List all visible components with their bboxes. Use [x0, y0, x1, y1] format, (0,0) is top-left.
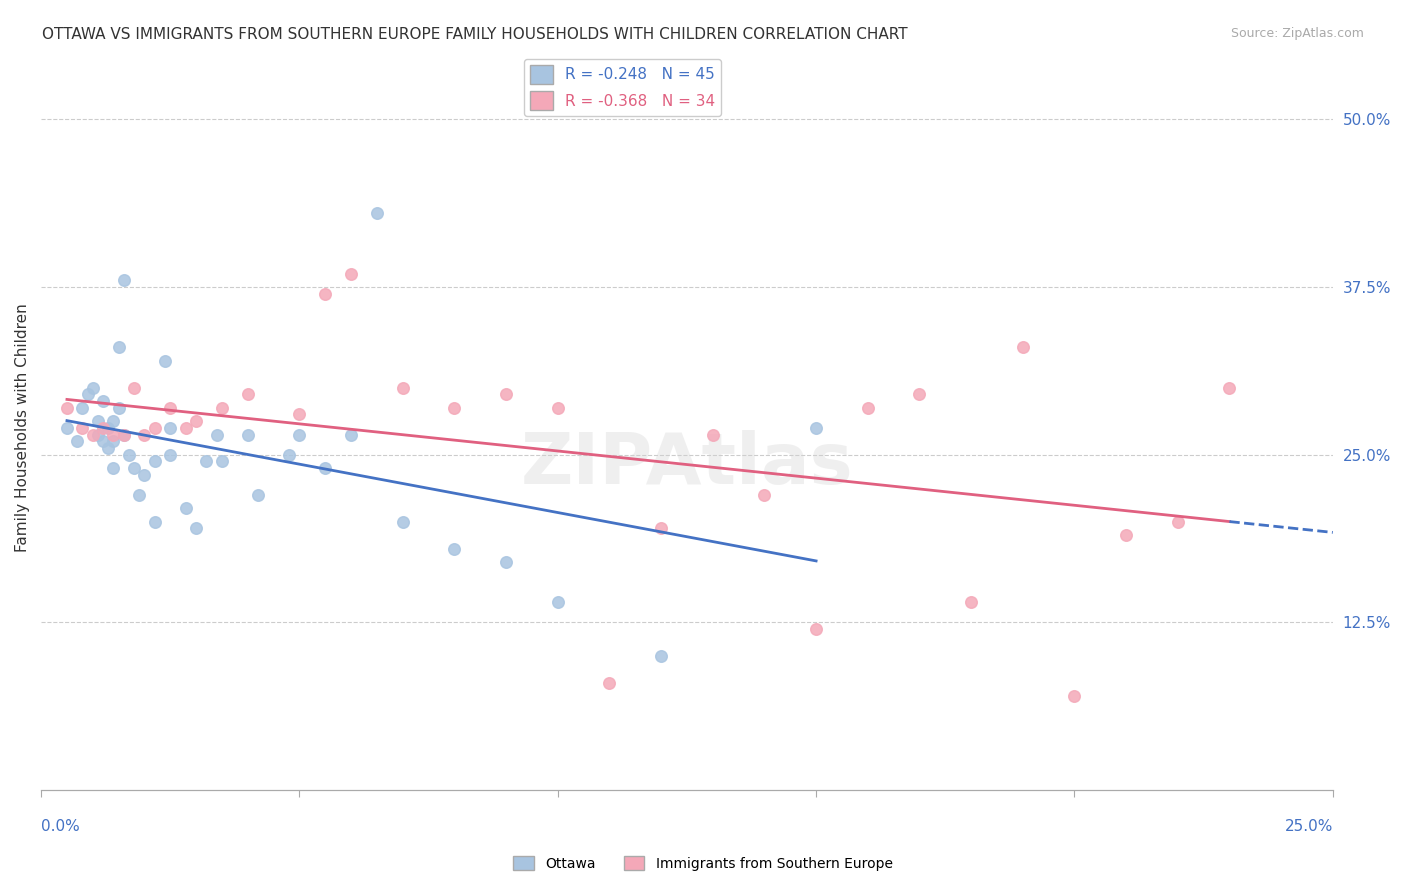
- Point: [82, 381, 104, 395]
- Point: [754, 488, 776, 502]
- Point: [443, 401, 465, 415]
- Point: [153, 353, 176, 368]
- Point: [856, 401, 879, 415]
- Text: ZIPAtlas: ZIPAtlas: [520, 430, 853, 499]
- Text: OTTAWA VS IMMIGRANTS FROM SOUTHERN EUROPE FAMILY HOUSEHOLDS WITH CHILDREN CORREL: OTTAWA VS IMMIGRANTS FROM SOUTHERN EUROP…: [42, 27, 908, 42]
- Point: [340, 267, 363, 281]
- Legend: R = -0.248   N = 45, R = -0.368   N = 34: R = -0.248 N = 45, R = -0.368 N = 34: [523, 59, 721, 116]
- Point: [184, 521, 207, 535]
- Point: [72, 421, 94, 435]
- Point: [143, 515, 166, 529]
- Text: 25.0%: 25.0%: [1285, 819, 1333, 834]
- Point: [288, 408, 311, 422]
- Point: [87, 414, 110, 428]
- Point: [598, 675, 620, 690]
- Point: [205, 427, 228, 442]
- Point: [122, 461, 145, 475]
- Point: [107, 340, 129, 354]
- Point: [1011, 340, 1033, 354]
- Point: [103, 414, 125, 428]
- Point: [91, 434, 114, 449]
- Point: [702, 427, 724, 442]
- Point: [143, 454, 166, 468]
- Point: [314, 286, 336, 301]
- Point: [288, 427, 311, 442]
- Text: 0.0%: 0.0%: [41, 819, 80, 834]
- Point: [107, 401, 129, 415]
- Point: [143, 421, 166, 435]
- Text: Source: ZipAtlas.com: Source: ZipAtlas.com: [1230, 27, 1364, 40]
- Point: [76, 387, 98, 401]
- Point: [236, 427, 259, 442]
- Point: [391, 515, 413, 529]
- Point: [340, 427, 363, 442]
- Point: [82, 427, 104, 442]
- Point: [112, 273, 135, 287]
- Point: [495, 555, 517, 569]
- Point: [87, 427, 110, 442]
- Point: [128, 488, 150, 502]
- Point: [174, 421, 197, 435]
- Point: [56, 401, 79, 415]
- Point: [159, 448, 181, 462]
- Y-axis label: Family Households with Children: Family Households with Children: [15, 303, 30, 552]
- Point: [211, 454, 233, 468]
- Point: [103, 427, 125, 442]
- Point: [134, 467, 156, 482]
- Point: [236, 387, 259, 401]
- Point: [443, 541, 465, 556]
- Point: [56, 421, 79, 435]
- Point: [91, 421, 114, 435]
- Point: [495, 387, 517, 401]
- Point: [1218, 381, 1240, 395]
- Point: [97, 421, 120, 435]
- Point: [122, 381, 145, 395]
- Point: [547, 595, 569, 609]
- Point: [1167, 515, 1189, 529]
- Point: [1063, 689, 1085, 703]
- Point: [1115, 528, 1137, 542]
- Point: [960, 595, 983, 609]
- Point: [159, 401, 181, 415]
- Point: [174, 501, 197, 516]
- Point: [72, 401, 94, 415]
- Point: [112, 427, 135, 442]
- Legend: Ottawa, Immigrants from Southern Europe: Ottawa, Immigrants from Southern Europe: [508, 850, 898, 876]
- Point: [804, 421, 827, 435]
- Point: [195, 454, 218, 468]
- Point: [211, 401, 233, 415]
- Point: [278, 448, 301, 462]
- Point: [547, 401, 569, 415]
- Point: [391, 381, 413, 395]
- Point: [159, 421, 181, 435]
- Point: [908, 387, 931, 401]
- Point: [66, 434, 89, 449]
- Point: [103, 461, 125, 475]
- Point: [366, 206, 388, 220]
- Point: [804, 622, 827, 636]
- Point: [112, 427, 135, 442]
- Point: [91, 394, 114, 409]
- Point: [650, 521, 672, 535]
- Point: [184, 414, 207, 428]
- Point: [103, 434, 125, 449]
- Point: [97, 441, 120, 455]
- Point: [650, 648, 672, 663]
- Point: [314, 461, 336, 475]
- Point: [247, 488, 270, 502]
- Point: [118, 448, 141, 462]
- Point: [134, 427, 156, 442]
